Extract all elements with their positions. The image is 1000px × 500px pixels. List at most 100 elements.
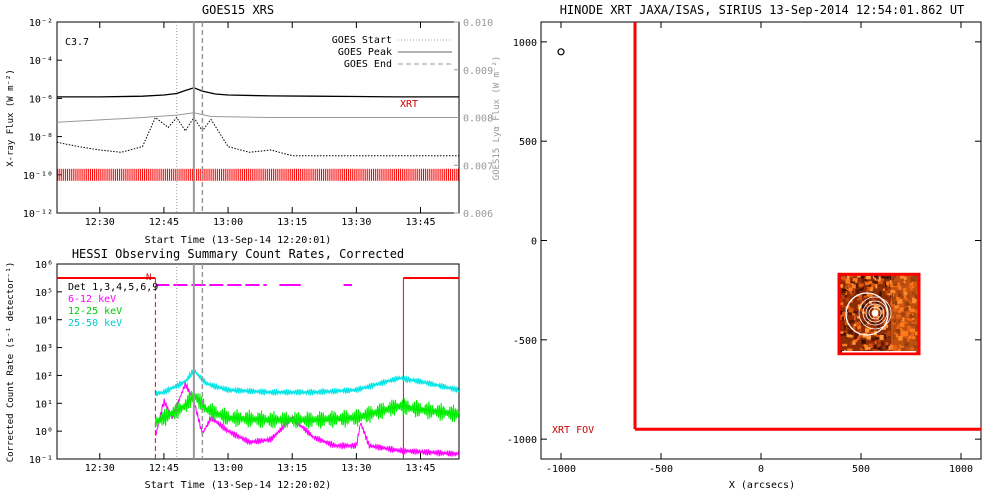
hessi-state-bars bbox=[57, 277, 459, 459]
xrt-image-speckle bbox=[881, 309, 884, 315]
goes-y-label: X-ray Flux (W m⁻²) bbox=[6, 69, 16, 167]
goes-lyman-alpha-line bbox=[56, 112, 459, 123]
xrt-image-speckle bbox=[908, 284, 913, 288]
xrt-image-speckle bbox=[913, 282, 917, 287]
xrt-image-speckle bbox=[891, 322, 896, 326]
xrt-image-contour bbox=[862, 300, 888, 326]
xrt-image-speckle bbox=[886, 281, 890, 286]
goes-event-lines bbox=[176, 22, 204, 213]
xrt-image-speckle bbox=[859, 288, 864, 291]
hessi-legend-12-25: 12-25 keV bbox=[68, 306, 122, 317]
xrt-image-speckle bbox=[875, 315, 880, 318]
xrt-image-speckle bbox=[910, 308, 915, 313]
xrt-image-speckle bbox=[903, 276, 907, 281]
xrt-image-speckle bbox=[853, 339, 858, 342]
hessi-x-axis: 12:30 12:45 13:00 13:15 13:30 13:45 bbox=[85, 453, 436, 474]
goes-x-tick-label: 13:30 bbox=[341, 217, 371, 228]
xrt-image-speckle bbox=[841, 316, 844, 321]
xrt-image-speckle bbox=[897, 329, 901, 334]
xrt-image-speckle bbox=[858, 283, 863, 288]
xrt-image-speckle bbox=[861, 286, 864, 290]
xrt-image-speckle bbox=[901, 330, 907, 336]
xrt-image-speckle bbox=[863, 278, 868, 282]
xrt-image-speckle bbox=[886, 331, 891, 336]
goes-xrt-coverage-stripe bbox=[57, 168, 459, 181]
xrt-image-speckle bbox=[908, 335, 912, 339]
xrt-image-speckle bbox=[840, 284, 844, 288]
xrt-image-speckle bbox=[880, 316, 886, 321]
goes-x-tick-label: 13:15 bbox=[277, 217, 307, 228]
xrt-image-speckle bbox=[891, 315, 894, 319]
xrt-image-speckle bbox=[884, 332, 889, 338]
xrt-image-speckle bbox=[893, 347, 898, 351]
hessi-x-tick-label: 12:30 bbox=[85, 463, 115, 474]
xrt-image-speckle bbox=[912, 299, 917, 304]
xrt-image-speckle bbox=[874, 345, 877, 350]
xrt-image-speckle bbox=[905, 303, 910, 306]
xrt-image-speckle bbox=[840, 331, 844, 334]
xrt-image-speckle bbox=[878, 307, 883, 310]
goes-y-axis-right: 0.010 0.009 0.008 0.007 0.006 bbox=[454, 18, 493, 220]
goes-x-tick-label: 13:45 bbox=[405, 217, 435, 228]
xrt-y-tick-label: 0 bbox=[531, 237, 537, 248]
xrt-image-speckle bbox=[899, 328, 903, 333]
xrt-image-speckle bbox=[914, 277, 920, 282]
goes-y-right-tick-label: 0.010 bbox=[463, 18, 493, 29]
hessi-y-label: Corrected Count Rate (s⁻¹ detector⁻¹) bbox=[6, 262, 16, 462]
xrt-image-speckle bbox=[841, 291, 847, 294]
xrt-image-speckle bbox=[879, 335, 884, 340]
xrt-image-speckle bbox=[879, 345, 882, 351]
xrt-x-tick-label: -1000 bbox=[546, 464, 576, 475]
xrt-image-speckle bbox=[903, 338, 908, 344]
xrt-image-speckle bbox=[906, 287, 909, 292]
xrt-image-speckle bbox=[854, 334, 857, 339]
xrt-image-speckle bbox=[915, 337, 919, 342]
xrt-image-speckle bbox=[902, 321, 908, 324]
xrt-image-speckle bbox=[867, 327, 871, 331]
xrt-image-speckle bbox=[843, 325, 846, 330]
xrt-image-speckle bbox=[846, 284, 849, 289]
hessi-y-tick-label: 10⁴ bbox=[35, 316, 53, 327]
goes-x-tick-label: 12:30 bbox=[85, 217, 115, 228]
xrt-image-speckle bbox=[860, 308, 864, 312]
hessi-x-tick-label: 12:45 bbox=[149, 463, 179, 474]
xrt-image-speckle bbox=[880, 348, 883, 352]
xrt-image-speckle bbox=[911, 322, 914, 325]
hessi-legend-6-12: 6-12 keV bbox=[68, 294, 116, 305]
xrt-axes: -1000 -500 0 500 1000 1000 500 0 -500 -1000 bbox=[507, 22, 981, 475]
xrt-image-speckle bbox=[857, 329, 862, 333]
goes-long-channel-line bbox=[57, 87, 459, 98]
xrt-image-speckle bbox=[850, 299, 853, 303]
xrt-image-speckle bbox=[857, 298, 860, 301]
xrt-image-speckle bbox=[886, 300, 889, 303]
xrt-image-speckle bbox=[854, 314, 858, 317]
xrt-image-speckle bbox=[898, 344, 902, 350]
xrt-image-speckle bbox=[915, 275, 918, 279]
xrt-x-tick-label: 0 bbox=[758, 464, 764, 475]
xrt-image-speckle bbox=[848, 275, 853, 278]
xrt-image-speckle bbox=[891, 345, 894, 350]
xrt-image-speckle bbox=[842, 289, 847, 292]
xrt-image-speckle bbox=[857, 324, 861, 329]
xrt-image-speckle bbox=[873, 281, 877, 284]
xrt-image-speckle bbox=[866, 324, 871, 329]
xrt-image-speckle bbox=[885, 324, 889, 328]
xrt-image-speckle bbox=[908, 301, 913, 304]
xrt-image-speckle bbox=[868, 281, 872, 284]
xrt-image-speckle bbox=[913, 345, 919, 350]
xrt-image-speckle bbox=[906, 337, 910, 342]
goes-flare-class: C3.7 bbox=[65, 37, 89, 48]
xrt-image-speckle bbox=[857, 335, 861, 339]
goes-x-label: Start Time (13-Sep-14 12:20:01) bbox=[145, 235, 332, 246]
xrt-image-speckle bbox=[862, 292, 867, 297]
hessi-plot-frame bbox=[56, 263, 460, 460]
xrt-image-speckle bbox=[893, 334, 896, 340]
xrt-image-contour bbox=[858, 296, 892, 330]
xrt-image-speckle bbox=[847, 283, 851, 288]
xrt-image-speckle bbox=[893, 275, 897, 278]
hessi-title: HESSI Observing Summary Count Rates, Cor… bbox=[72, 247, 404, 261]
xrt-image-speckle bbox=[856, 274, 861, 278]
xrt-image-speckle bbox=[872, 348, 878, 352]
xrt-image-speckle bbox=[871, 337, 876, 341]
